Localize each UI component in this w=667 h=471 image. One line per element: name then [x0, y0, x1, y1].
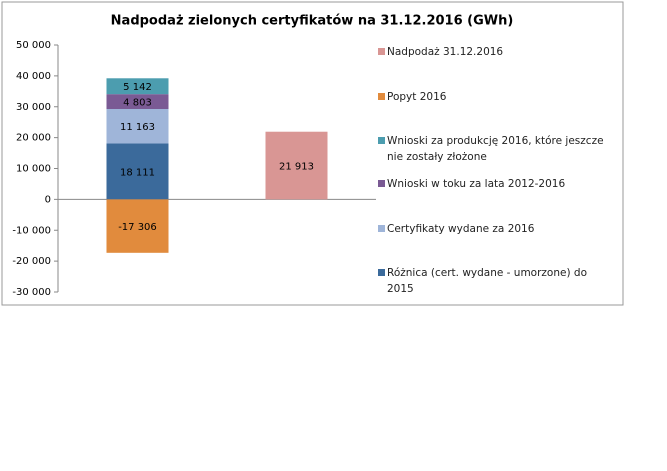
- y-tick-label: -10 000: [12, 225, 51, 236]
- bar-segment: [265, 131, 328, 200]
- data-label: 18 111: [120, 167, 155, 178]
- legend-label: Certyfikaty wydane za 2016: [387, 223, 535, 235]
- y-tick-label: 0: [45, 194, 51, 205]
- legend-item: Wnioski w toku za lata 2012-2016: [378, 176, 616, 192]
- data-label: 21 913: [279, 162, 314, 173]
- bar-segment: [106, 108, 169, 144]
- legend-swatch: [378, 137, 385, 144]
- y-tick-label: 10 000: [16, 164, 51, 175]
- data-label: 5 142: [123, 82, 152, 93]
- legend-swatch: [378, 48, 385, 55]
- legend-item: Popyt 2016: [378, 89, 616, 105]
- data-label: 11 163: [120, 122, 155, 133]
- data-label: -17 306: [118, 222, 157, 233]
- legend-item: Nadpodaż 31.12.2016: [378, 44, 616, 60]
- bar-segment: [106, 78, 169, 95]
- legend-label: Popyt 2016: [387, 91, 447, 103]
- legend-label: Wnioski w toku za lata 2012-2016: [387, 178, 566, 190]
- legend-swatch: [378, 269, 385, 276]
- data-label: 4 803: [123, 98, 152, 109]
- legend-label: Wnioski za produkcję 2016, które jeszcze…: [387, 135, 604, 163]
- y-tick-label: -30 000: [12, 287, 51, 298]
- legend-label: Nadpodaż 31.12.2016: [387, 46, 504, 58]
- legend-swatch: [378, 180, 385, 187]
- legend-label: Różnica (cert. wydane - umorzone) do 201…: [387, 267, 587, 295]
- bar-segment: [106, 143, 169, 200]
- legend-item: Wnioski za produkcję 2016, które jeszcze…: [378, 133, 616, 165]
- y-tick-label: 20 000: [16, 133, 51, 144]
- y-tick-label: 30 000: [16, 102, 51, 113]
- bar-segment: [106, 199, 169, 253]
- bar-segment: [106, 94, 169, 109]
- y-tick-label: 50 000: [16, 40, 51, 51]
- y-tick-label: 40 000: [16, 71, 51, 82]
- legend-swatch: [378, 93, 385, 100]
- legend-item: Różnica (cert. wydane - umorzone) do 201…: [378, 265, 616, 297]
- legend-swatch: [378, 225, 385, 232]
- y-tick-label: -20 000: [12, 256, 51, 267]
- chart-title: Nadpodaż zielonych certyfikatów na 31.12…: [111, 14, 514, 29]
- legend-item: Certyfikaty wydane za 2016: [378, 221, 616, 237]
